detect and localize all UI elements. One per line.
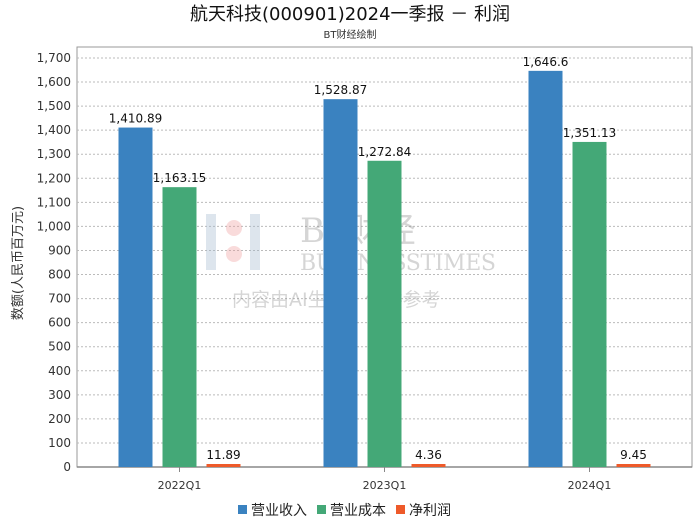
y-tick-label: 1,700 xyxy=(37,51,71,65)
data-label: 1,646.6 xyxy=(523,55,569,69)
data-label: 9.45 xyxy=(620,448,647,462)
y-axis-ticks: 0 100 200 300 400 500 600 700 800 900 1,000 1,100 1,… xyxy=(37,51,71,474)
bars xyxy=(118,70,651,468)
bar-净利润-2023Q1 xyxy=(411,464,446,467)
bar-营业收入-2023Q1 xyxy=(323,99,358,467)
y-tick-label: 1,100 xyxy=(37,195,71,209)
y-tick-label: 700 xyxy=(48,292,71,306)
data-label: 11.89 xyxy=(206,448,240,462)
y-tick-label: 100 xyxy=(48,436,71,450)
legend-label: 营业成本 xyxy=(330,503,386,519)
y-tick-label: 900 xyxy=(48,243,71,257)
y-tick-label: 1,400 xyxy=(37,123,71,137)
bar-营业成本-2022Q1 xyxy=(162,187,197,467)
data-labels: 1,410.89 1,163.15 11.89 1,528.87 1,272.84 4.3… xyxy=(109,55,647,462)
y-tick-label: 500 xyxy=(48,340,71,354)
x-tick-label: 2024Q1 xyxy=(568,479,612,492)
y-tick-label: 1,600 xyxy=(37,75,71,89)
bar-净利润-2024Q1 xyxy=(616,464,651,467)
y-tick-label: 200 xyxy=(48,412,71,426)
x-tick-label: 2022Q1 xyxy=(158,479,202,492)
bar-营业收入-2024Q1 xyxy=(528,70,563,467)
y-tick-label: 1,500 xyxy=(37,99,71,113)
data-label: 1,410.89 xyxy=(109,112,162,126)
bar-营业成本-2023Q1 xyxy=(367,160,402,468)
bar-净利润-2022Q1 xyxy=(206,464,241,467)
chart-title: 航天科技(000901)2024一季报 － 利润 xyxy=(190,4,510,25)
data-label: 4.36 xyxy=(415,448,442,462)
data-label: 1,272.84 xyxy=(358,145,411,159)
y-tick-label: 1,000 xyxy=(37,219,71,233)
y-tick-label: 300 xyxy=(48,388,71,402)
y-tick-label: 1,200 xyxy=(37,171,71,185)
y-tick-label: 800 xyxy=(48,268,71,282)
chart-subtitle: BT财经绘制 xyxy=(324,28,377,41)
y-tick-label: 1,300 xyxy=(37,147,71,161)
bar-营业收入-2022Q1 xyxy=(118,127,153,468)
x-axis-ticks: 2022Q1 2023Q1 2024Q1 xyxy=(158,467,612,492)
y-tick-label: 600 xyxy=(48,316,71,330)
y-tick-label: 400 xyxy=(48,364,71,378)
bar-营业成本-2024Q1 xyxy=(572,141,607,467)
x-tick-label: 2023Q1 xyxy=(363,479,407,492)
data-label: 1,351.13 xyxy=(563,126,616,140)
y-axis-label: 数额(人民币百万元) xyxy=(11,206,26,320)
legend-swatch xyxy=(396,505,405,514)
legend: 营业收入 营业成本 净利润 xyxy=(238,503,451,519)
legend-swatch xyxy=(238,505,247,514)
data-label: 1,163.15 xyxy=(153,171,206,185)
data-label: 1,528.87 xyxy=(314,83,367,97)
legend-swatch xyxy=(317,505,326,514)
legend-label: 净利润 xyxy=(409,503,451,519)
y-tick-label: 0 xyxy=(63,460,71,474)
legend-label: 营业收入 xyxy=(251,503,307,519)
